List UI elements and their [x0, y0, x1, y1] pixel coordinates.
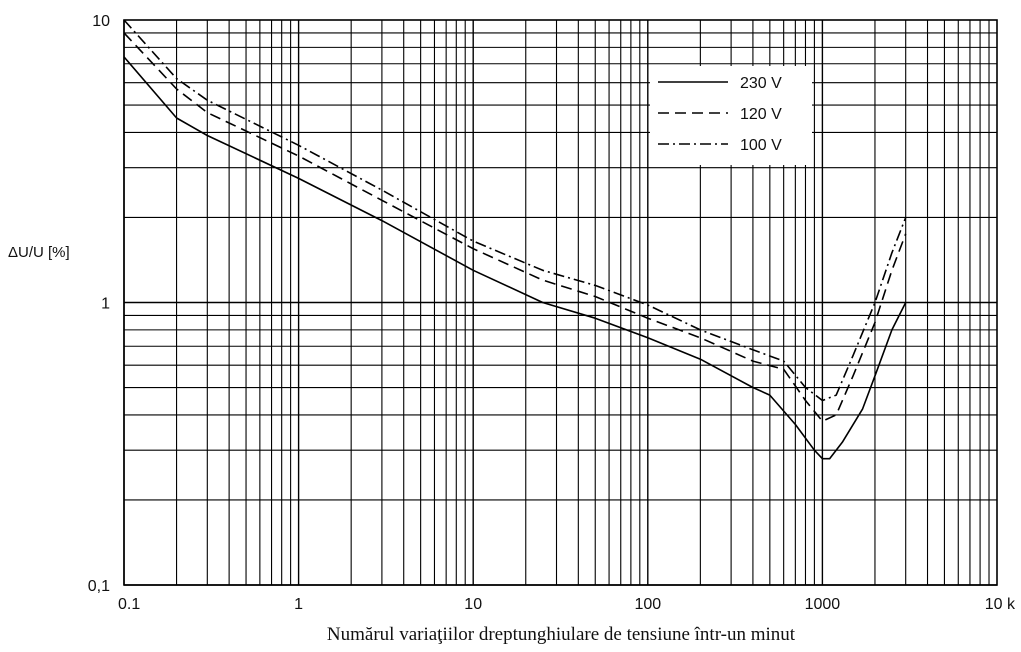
plot-frame [123, 19, 998, 586]
legend: 230 V 120 V 100 V [650, 66, 812, 165]
series-line-100-v [123, 19, 907, 402]
series-line-230-v [123, 56, 907, 460]
y-tick-label: 0,1 [88, 578, 110, 595]
legend-label: 230 V [740, 75, 782, 92]
legend-background [650, 66, 812, 165]
x-tick-label: 100 [634, 596, 661, 613]
x-axis-label: Numărul variaţiilor dreptunghiulare de t… [327, 624, 796, 645]
y-tick-labels: 0,1 1 10 [88, 13, 110, 595]
x-tick-labels: 0.1 1 10 100 1000 10 k [118, 596, 1016, 613]
legend-label: 120 V [740, 106, 782, 123]
y-tick-label: 1 [101, 296, 110, 313]
y-tick-label: 10 [92, 13, 110, 30]
x-tick-label: 10 [464, 596, 482, 613]
y-axis-label: ΔU/U [%] [8, 244, 70, 261]
series-line-120-v [123, 32, 907, 422]
x-tick-label: 1000 [805, 596, 841, 613]
x-tick-label: 0.1 [118, 596, 140, 613]
legend-label: 100 V [740, 137, 782, 154]
x-tick-label: 10 k [985, 596, 1016, 613]
x-tick-label: 1 [294, 596, 303, 613]
series-layer [123, 19, 907, 460]
